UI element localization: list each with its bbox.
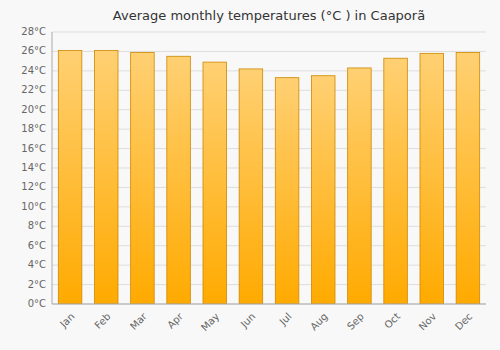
y-tick-label: 18°C xyxy=(21,123,46,134)
y-tick-label: 8°C xyxy=(28,220,46,231)
x-tick-label: Jul xyxy=(277,311,294,328)
bar xyxy=(131,52,155,304)
bar xyxy=(420,53,444,304)
bars xyxy=(58,50,479,304)
y-tick-label: 14°C xyxy=(21,162,46,173)
y-tick-label: 22°C xyxy=(21,84,46,95)
y-tick-labels: 0°C 2°C 4°C 6°C 8°C 10°C 12°C 14°C 16°C 18°C 20°C 2… xyxy=(21,26,46,309)
y-tick-label: 24°C xyxy=(21,65,46,76)
chart-container: Average monthly temperatures (°C ) in Ca… xyxy=(0,0,500,350)
bar xyxy=(94,50,118,304)
x-tick-label: Jun xyxy=(238,311,258,331)
y-grid xyxy=(52,32,486,304)
x-tick-label: Dec xyxy=(453,311,474,332)
x-tick-label: Sep xyxy=(345,311,366,332)
y-tick-label: 0°C xyxy=(28,298,46,309)
y-tick-label: 16°C xyxy=(21,143,46,154)
x-axis-line xyxy=(52,304,486,305)
bar xyxy=(456,52,480,304)
x-tick-label: May xyxy=(199,311,221,333)
y-tick-label: 10°C xyxy=(21,201,46,212)
bar xyxy=(239,69,263,304)
chart-svg: Average monthly temperatures (°C ) in Ca… xyxy=(0,0,500,350)
grid-line xyxy=(52,304,486,305)
bar xyxy=(275,78,299,304)
y-tick-label: 12°C xyxy=(21,181,46,192)
y-tick-label: 4°C xyxy=(28,259,46,270)
bar xyxy=(311,76,335,304)
chart-title: Average monthly temperatures (°C ) in Ca… xyxy=(113,8,425,23)
grid-line xyxy=(52,32,486,33)
bar xyxy=(167,56,191,304)
x-tick-label: Jan xyxy=(57,311,76,330)
x-tick-label: Oct xyxy=(382,311,402,331)
bar xyxy=(348,68,372,304)
y-axis-line xyxy=(52,32,53,304)
y-tick-label: 26°C xyxy=(21,45,46,56)
bar xyxy=(203,62,227,304)
y-tick-label: 20°C xyxy=(21,104,46,115)
x-tick-label: Mar xyxy=(128,310,150,332)
x-tick-label: Feb xyxy=(92,311,112,331)
bar xyxy=(58,50,82,304)
x-tick-label: Aug xyxy=(308,311,330,333)
x-tick-label: Nov xyxy=(417,311,439,333)
x-tick-labels: Jan Feb Mar Apr May Jun Jul Aug Sep Oct Nov Dec xyxy=(57,310,474,333)
x-tick-label: Apr xyxy=(165,310,186,331)
y-tick-label: 6°C xyxy=(28,240,46,251)
y-tick-label: 28°C xyxy=(21,26,46,37)
y-tick-label: 2°C xyxy=(28,279,46,290)
bar xyxy=(384,58,408,304)
